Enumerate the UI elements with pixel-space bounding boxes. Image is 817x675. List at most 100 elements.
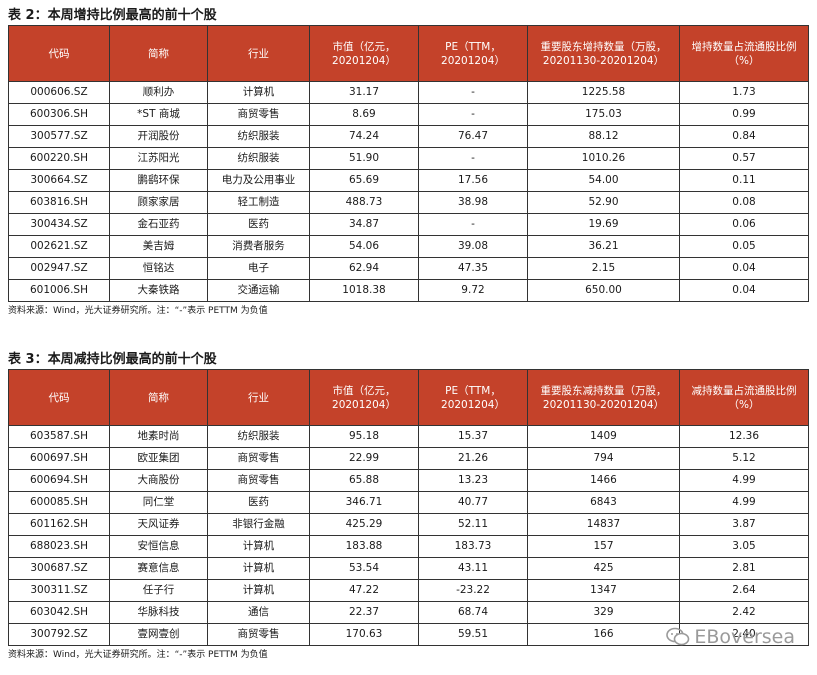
table3: 代码 简称 行业 市值（亿元，20201204） PE（TTM，20201204… — [8, 369, 809, 646]
table-cell: 金石亚药 — [109, 213, 208, 236]
table-cell: 顺利办 — [109, 81, 208, 104]
header-text: 重要股东增持数量（万股，20201130-20201204） — [540, 40, 667, 67]
table-cell: 纺织服装 — [207, 125, 310, 148]
table-cell: 纺织服装 — [207, 425, 310, 448]
table-cell: 794 — [527, 447, 680, 470]
table2-header-name: 简称 — [109, 25, 208, 82]
table-cell: 175.03 — [527, 103, 680, 126]
table-cell: 002947.SZ — [8, 257, 110, 280]
table-cell: - — [418, 213, 528, 236]
table-cell: 0.05 — [679, 235, 809, 258]
table-cell: 43.11 — [418, 557, 528, 580]
table-cell: 601162.SH — [8, 513, 110, 536]
table-cell: 开润股份 — [109, 125, 208, 148]
table-cell: 交通运输 — [207, 279, 310, 302]
table-cell: 425 — [527, 557, 680, 580]
table-cell: 顾家家居 — [109, 191, 208, 214]
table-cell: 9.72 — [418, 279, 528, 302]
table-cell: 68.74 — [418, 601, 528, 624]
table3-header-row: 代码 简称 行业 市值（亿元，20201204） PE（TTM，20201204… — [8, 369, 809, 426]
table-cell: 大秦铁路 — [109, 279, 208, 302]
table-cell: 650.00 — [527, 279, 680, 302]
table-cell: 计算机 — [207, 579, 310, 602]
table-row: 300311.SZ 任子行 计算机 47.22 -23.22 1347 2.64 — [8, 579, 809, 602]
table-cell: 22.37 — [309, 601, 419, 624]
table-cell: 15.37 — [418, 425, 528, 448]
table-cell: 1018.38 — [309, 279, 419, 302]
header-text: PE（TTM，20201204） — [441, 384, 505, 411]
table-cell: 0.04 — [679, 257, 809, 280]
table-row: 603587.SH 地素时尚 纺织服装 95.18 15.37 1409 12.36 — [8, 425, 809, 448]
table-row: 600697.SH 欧亚集团 商贸零售 22.99 21.26 794 5.12 — [8, 447, 809, 470]
table-cell: 1010.26 — [527, 147, 680, 170]
table-cell: 603816.SH — [8, 191, 110, 214]
header-text: 减持数量占流通股比例（%） — [691, 384, 797, 411]
table-cell: 47.22 — [309, 579, 419, 602]
table-cell: 300687.SZ — [8, 557, 110, 580]
table-cell: 计算机 — [207, 535, 310, 558]
table-cell: 600306.SH — [8, 103, 110, 126]
table2-title: 表 2：本周增持比例最高的前十个股 — [8, 8, 217, 23]
table-cell: 688023.SH — [8, 535, 110, 558]
watermark-text: EBoversea — [694, 626, 795, 648]
table-cell: 600085.SH — [8, 491, 110, 514]
table-cell: 计算机 — [207, 81, 310, 104]
table-cell: 0.08 — [679, 191, 809, 214]
chat-bubble-icon — [666, 627, 690, 647]
table-cell: 商贸零售 — [207, 623, 310, 646]
table-cell: 6843 — [527, 491, 680, 514]
table-cell: 62.94 — [309, 257, 419, 280]
table-cell: 54.06 — [309, 235, 419, 258]
table-cell: 300434.SZ — [8, 213, 110, 236]
table-cell: 40.77 — [418, 491, 528, 514]
table-row: 300792.SZ 壹网壹创 商贸零售 170.63 59.51 166 2.40 — [8, 623, 809, 646]
table-row: 600085.SH 同仁堂 医药 346.71 40.77 6843 4.99 — [8, 491, 809, 514]
table-cell: 59.51 — [418, 623, 528, 646]
table-cell: *ST 商城 — [109, 103, 208, 126]
table-cell: 轻工制造 — [207, 191, 310, 214]
table-cell: 壹网壹创 — [109, 623, 208, 646]
table3-header-industry: 行业 — [207, 369, 310, 426]
table2-header-quantity: 重要股东增持数量（万股，20201130-20201204） — [527, 25, 680, 82]
table-cell: 183.73 — [418, 535, 528, 558]
table-row: 300664.SZ 鹏鹞环保 电力及公用事业 65.69 17.56 54.00 0.11 — [8, 169, 809, 192]
table-cell: 74.24 — [309, 125, 419, 148]
table-cell: 425.29 — [309, 513, 419, 536]
table-cell: 000606.SZ — [8, 81, 110, 104]
table2-header-ratio: 增持数量占流通股比例（%） — [679, 25, 809, 82]
table-cell: 通信 — [207, 601, 310, 624]
table-cell: 51.90 — [309, 147, 419, 170]
table-cell: 3.05 — [679, 535, 809, 558]
table-cell: - — [418, 81, 528, 104]
table-cell: 14837 — [527, 513, 680, 536]
table-cell: 95.18 — [309, 425, 419, 448]
table-cell: 消费者服务 — [207, 235, 310, 258]
table-cell: 2.42 — [679, 601, 809, 624]
table3-header-marketcap: 市值（亿元，20201204） — [309, 369, 419, 426]
table-cell: 0.06 — [679, 213, 809, 236]
table-cell: 600220.SH — [8, 147, 110, 170]
table-cell: 电子 — [207, 257, 310, 280]
header-text: 重要股东减持数量（万股，20201130-20201204） — [540, 384, 667, 411]
header-text: 市值（亿元，20201204） — [332, 40, 396, 67]
table-cell: 医药 — [207, 213, 310, 236]
watermark: EBoversea — [666, 626, 795, 648]
table-cell: - — [418, 147, 528, 170]
table2-body: 000606.SZ 顺利办 计算机 31.17-1225.58 1.73 600306.S… — [8, 81, 809, 302]
table3-header-quantity: 重要股东减持数量（万股，20201130-20201204） — [527, 369, 680, 426]
table-cell: 0.11 — [679, 169, 809, 192]
table3-header-name: 简称 — [109, 369, 208, 426]
table-cell: 603042.SH — [8, 601, 110, 624]
table2: 代码 简称 行业 市值（亿元，20201204） PE（TTM，20201204… — [8, 25, 809, 302]
table3-body: 603587.SH 地素时尚 纺织服装 95.18 15.37 1409 12.36 6006… — [8, 425, 809, 646]
table-cell: 美吉姆 — [109, 235, 208, 258]
table-cell: 欧亚集团 — [109, 447, 208, 470]
header-text: 增持数量占流通股比例（%） — [691, 40, 797, 67]
table-cell: 4.99 — [679, 491, 809, 514]
table-row: 300687.SZ 赛意信息 计算机 53.54 43.11 425 2.81 — [8, 557, 809, 580]
table-cell: 0.57 — [679, 147, 809, 170]
table-cell: 医药 — [207, 491, 310, 514]
table-cell: 22.99 — [309, 447, 419, 470]
table3-header-pe: PE（TTM，20201204） — [418, 369, 528, 426]
table-row: 688023.SH 安恒信息 计算机 183.88 183.73 157 3.05 — [8, 535, 809, 558]
